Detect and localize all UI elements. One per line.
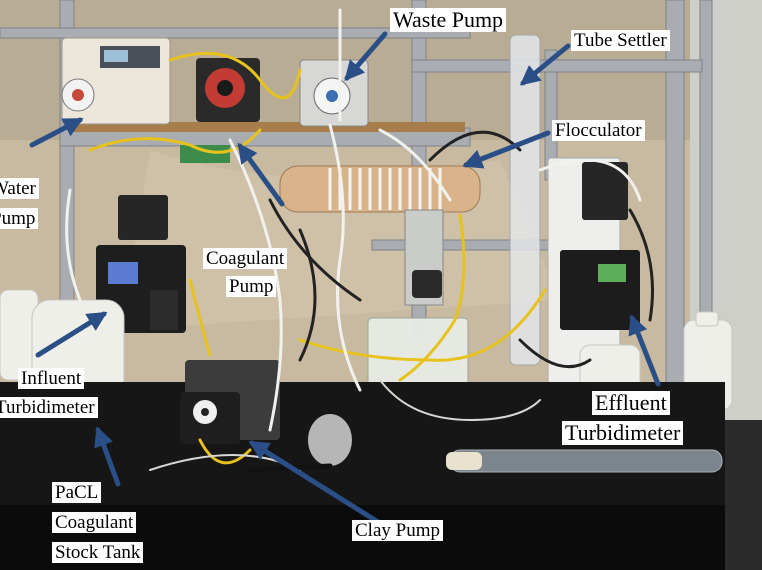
clay-pump — [180, 360, 280, 444]
top-shelf — [70, 122, 465, 132]
label-effluent-line1: Effluent — [592, 391, 670, 415]
label-stock-line1: PaCL — [52, 482, 102, 503]
label-stock-line2: Coagulant — [52, 512, 137, 533]
label-water-pump-line1: Water — [0, 178, 39, 199]
label-water-pump-line2: Pump — [0, 208, 39, 229]
clear-tube — [449, 449, 723, 473]
label-coagulant-pump-line2: Pump — [226, 276, 277, 297]
label-effluent-line2: Turbidimeter — [562, 421, 684, 445]
clay-pump-arrow — [248, 440, 381, 525]
annotation-arrows — [29, 31, 661, 525]
water-pump-arrow — [29, 117, 84, 148]
effluent-turbidimeter-arrow — [628, 314, 661, 387]
label-stock-line3: Stock Tank — [52, 542, 144, 563]
flocculator-arrow — [462, 130, 551, 169]
label-tube-settler: Tube Settler — [571, 30, 670, 51]
masterflex-water-pump-drive — [61, 37, 171, 125]
plastic-cup — [308, 414, 352, 466]
effluent-turbidimeter — [547, 157, 640, 399]
label-flocculator: Flocculator — [552, 120, 645, 141]
influent-turbidimeter-arrow — [35, 311, 108, 358]
label-clay-pump: Clay Pump — [352, 520, 443, 541]
label-influent-line1: Influent — [18, 368, 85, 389]
flocculator-coil — [279, 165, 481, 213]
stock-tank-arrow — [94, 426, 121, 487]
tube-settler-arrow — [519, 43, 571, 86]
waste-pump-arrow — [344, 31, 388, 82]
label-coagulant-pump-line1: Coagulant — [203, 248, 288, 269]
tube-settler — [509, 34, 541, 366]
waste-pump-head — [299, 59, 369, 127]
coagulant-pump-arrow — [237, 142, 285, 207]
coagulant-pump-head-top — [196, 58, 260, 122]
terminal-block — [180, 145, 230, 163]
label-influent-line2: Turbidimeter — [0, 397, 98, 418]
label-waste-pump: Waste Pump — [390, 8, 507, 32]
sedimentation-tank — [367, 317, 469, 389]
